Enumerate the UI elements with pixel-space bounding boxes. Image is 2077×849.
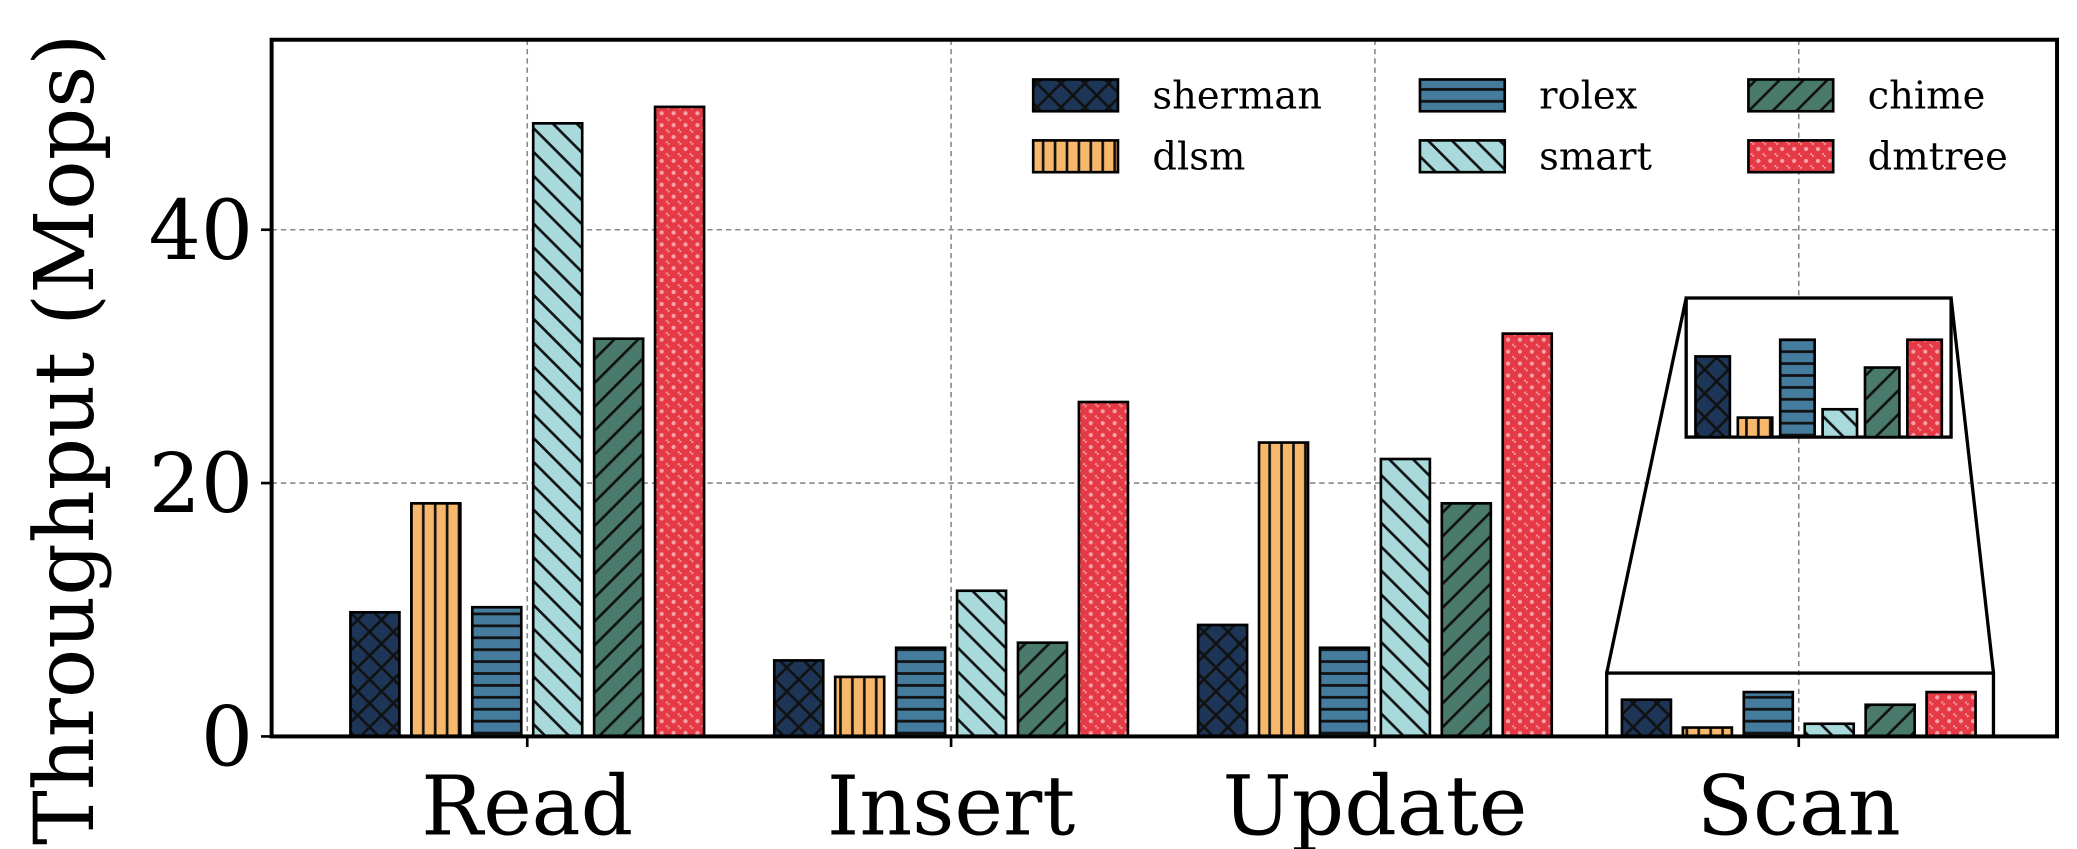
bar bbox=[1440, 502, 1493, 738]
bar bbox=[1257, 441, 1310, 738]
y-axis-label: Throughput (Mops) bbox=[18, 34, 113, 845]
inset-bar bbox=[1694, 355, 1732, 439]
inset-bar bbox=[1906, 338, 1944, 439]
x-tick-label: Read bbox=[421, 759, 633, 849]
bar bbox=[1620, 698, 1673, 738]
bar bbox=[955, 589, 1008, 738]
legend-label: sherman bbox=[1152, 74, 1322, 119]
bar bbox=[1077, 400, 1130, 738]
legend-swatch bbox=[1031, 78, 1120, 113]
inset-bar bbox=[1736, 416, 1774, 439]
plot-frame bbox=[269, 37, 2060, 739]
bar bbox=[531, 122, 584, 738]
legend-swatch bbox=[1418, 78, 1507, 113]
legend-label: dmtree bbox=[1868, 135, 2008, 180]
bar bbox=[1864, 703, 1916, 738]
y-tick-label: 40 bbox=[149, 184, 253, 279]
bar bbox=[410, 502, 462, 738]
bar bbox=[1318, 646, 1371, 738]
zoom-connector bbox=[1949, 297, 1996, 674]
bar bbox=[1925, 690, 1977, 738]
inset-bar bbox=[1778, 338, 1816, 439]
bar bbox=[592, 337, 645, 738]
legend-swatch bbox=[1031, 139, 1120, 174]
bar bbox=[1016, 641, 1069, 738]
bar bbox=[470, 605, 523, 738]
bar bbox=[833, 675, 886, 738]
bar bbox=[772, 659, 825, 738]
x-tick-label: Update bbox=[1222, 759, 1527, 849]
y-tick-label: 0 bbox=[201, 691, 253, 786]
inset-bar bbox=[1821, 407, 1859, 439]
inset-bar bbox=[1863, 366, 1901, 439]
legend-label: rolex bbox=[1539, 74, 1637, 119]
legend-label: smart bbox=[1539, 135, 1652, 180]
legend-label: chime bbox=[1868, 74, 1986, 119]
x-tick-label: Scan bbox=[1697, 759, 1901, 849]
bar bbox=[1196, 623, 1249, 738]
bar bbox=[1379, 457, 1432, 738]
legend-swatch bbox=[1747, 78, 1835, 113]
bar bbox=[1742, 690, 1795, 738]
y-tick-label: 20 bbox=[149, 437, 253, 532]
legend-swatch bbox=[1418, 139, 1507, 174]
legend-swatch bbox=[1747, 139, 1835, 174]
bar bbox=[653, 105, 706, 738]
legend-label: dlsm bbox=[1152, 135, 1245, 180]
bar bbox=[349, 610, 401, 738]
bar bbox=[1501, 332, 1554, 738]
bar bbox=[894, 646, 947, 738]
zoom-connector bbox=[1605, 297, 1688, 674]
x-tick-label: Insert bbox=[827, 759, 1075, 849]
